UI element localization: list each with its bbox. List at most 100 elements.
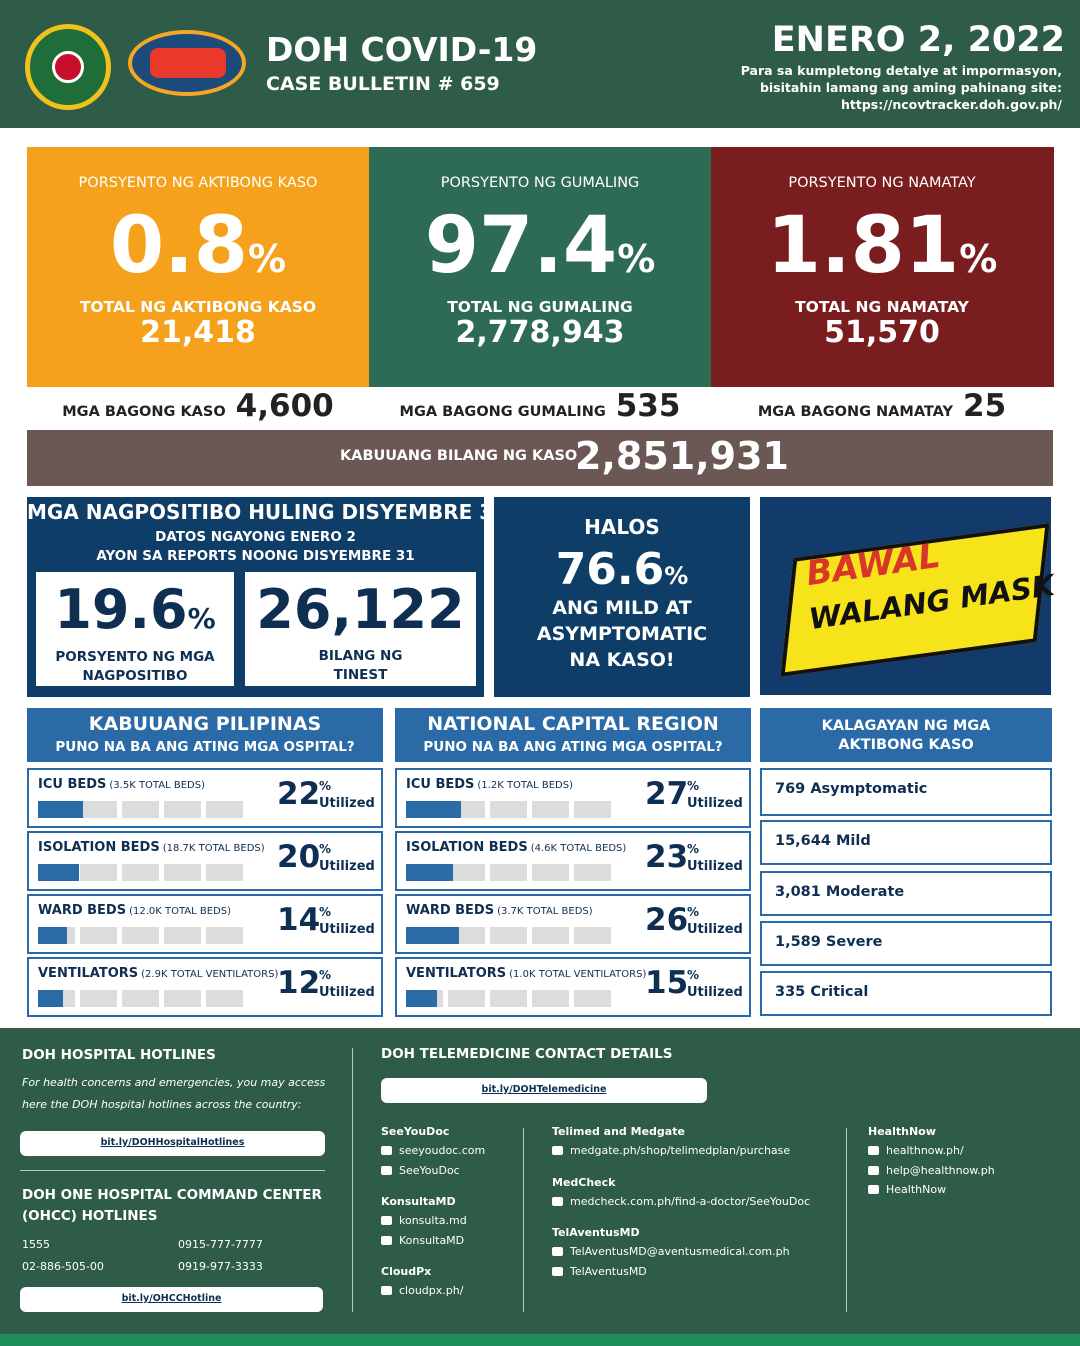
mild-text: NA KASO!: [569, 649, 675, 671]
utilization-bar: [406, 801, 462, 818]
card-total: 51,570: [824, 315, 940, 350]
new-value: 4,600: [235, 388, 334, 424]
card: [711, 147, 1054, 387]
row-status: Utilized: [319, 796, 375, 811]
bar-segment: [532, 927, 569, 944]
bar-segment: [574, 864, 611, 881]
new-value: 535: [615, 388, 681, 424]
row-label: ISOLATION BEDS (4.6K TOTAL BEDS): [406, 836, 626, 855]
active-item-box: [760, 768, 1052, 816]
total-label: KABUUANG BILANG NG KASO: [340, 448, 578, 464]
row-name: ICU BEDS: [38, 777, 107, 792]
row-detail: (4.6K TOTAL BEDS): [530, 843, 627, 854]
contact: TelAventusMD: [570, 1264, 647, 1278]
provider-name: HealthNow: [868, 1125, 936, 1138]
provider-name: KonsultaMD: [381, 1195, 456, 1208]
row-name: VENTILATORS: [406, 966, 507, 981]
utilization-bar: [406, 990, 437, 1007]
row-value: 15: [645, 965, 689, 1001]
new-label: MGA BAGONG GUMALING: [399, 404, 606, 420]
active-item-box: [760, 921, 1052, 966]
card-total-label: TOTAL NG GUMALING: [447, 298, 633, 316]
percent-unit: %: [959, 237, 998, 281]
percent-value: 97.4: [424, 201, 618, 291]
bar-segment: [206, 801, 243, 818]
bar-segment: [80, 927, 117, 944]
bar-segment: [206, 990, 243, 1007]
hospital-row: [27, 831, 383, 891]
row-unit: %: [687, 842, 700, 856]
hospital-title: KABUUANG PILIPINAS: [88, 713, 322, 735]
row-status: Utilized: [687, 985, 743, 1000]
contact-icon: [381, 1286, 392, 1295]
percent-unit: %: [248, 237, 287, 281]
card-label: PORSYENTO NG GUMALING: [440, 175, 640, 191]
positivity-subtitle: AYON SA REPORTS NOONG DISYEMBRE 31: [96, 548, 415, 564]
new-value: 25: [963, 388, 1007, 424]
row-name: ICU BEDS: [406, 777, 475, 792]
telemedicine-link-pill: [381, 1078, 707, 1103]
contact-icon: [381, 1216, 392, 1225]
row-unit: %: [687, 968, 700, 982]
bar-segment: [532, 864, 569, 881]
hotlines-title: DOH HOSPITAL HOTLINES: [22, 1047, 216, 1063]
row-detail: (1.2K TOTAL BEDS): [477, 780, 573, 791]
subtitle: CASE BULLETIN # 659: [266, 73, 500, 95]
row-status: Utilized: [687, 922, 743, 937]
bar-segment: [164, 990, 201, 1007]
rate-value: 19.6: [54, 578, 188, 641]
ohcc-number: 0919-977-3333: [178, 1260, 263, 1273]
rate-unit: %: [187, 602, 216, 635]
contact: HealthNow: [886, 1183, 947, 1196]
hotlines-text: here the DOH hospital hotlines across th…: [22, 1098, 302, 1111]
provider-name: MedCheck: [552, 1175, 616, 1189]
row-unit: %: [687, 779, 700, 793]
contact-icon: [552, 1196, 563, 1206]
hospital-subtitle: PUNO NA BA ANG ATING MGA OSPITAL?: [55, 739, 355, 755]
tested-label: TINEST: [333, 667, 388, 683]
total-value: 2,851,931: [575, 434, 789, 478]
bar-segment: [80, 864, 117, 881]
contact-icon: [381, 1146, 392, 1155]
row-value: 27: [645, 776, 689, 812]
card-total: 2,778,943: [455, 315, 625, 350]
contact: healthnow.ph/: [886, 1144, 964, 1157]
positivity-title: MGA NAGPOSITIBO HULING DISYEMBRE 31: [27, 500, 508, 524]
row-unit: %: [319, 905, 332, 919]
row-label: WARD BEDS (12.0K TOTAL BEDS): [38, 899, 231, 918]
mild-intro: HALOS: [584, 515, 660, 539]
bar-segment: [122, 990, 159, 1007]
footer-stripe: [0, 1334, 1080, 1346]
tested: 26,122: [256, 578, 465, 641]
bar-segment: [206, 927, 243, 944]
card-percent: 97.4%: [369, 196, 711, 317]
row-detail: (2.9K TOTAL VENTILATORS): [141, 969, 279, 980]
row-unit: %: [319, 779, 332, 793]
contact: cloudpx.ph/: [399, 1284, 464, 1297]
mild-percent: 76.6%: [494, 542, 750, 607]
mild-text: ASYMPTOMATIC: [536, 623, 708, 645]
row-status: Utilized: [687, 796, 743, 811]
card-total: 21,418: [140, 315, 256, 350]
bar-segment: [574, 990, 611, 1007]
hotlines-text: For health concerns and emergencies, you…: [22, 1076, 326, 1089]
row-value: 26: [645, 902, 689, 938]
ohcc-link: bit.ly/OHCCHotline: [121, 1293, 222, 1304]
active-item-box: [760, 820, 1052, 865]
percent-unit: %: [617, 237, 656, 281]
hospital-row: [395, 957, 751, 1017]
bar-segment: [574, 801, 611, 818]
telemedicine-link: bit.ly/DOHTelemedicine: [481, 1084, 607, 1095]
contact-icon: [868, 1185, 879, 1194]
card-label: PORSYENTO NG AKTIBONG KASO: [78, 175, 318, 191]
bar-segment: [490, 864, 527, 881]
card: [369, 147, 711, 387]
provider-name: CloudPx: [381, 1265, 432, 1278]
note: Para sa kumpletong detalye at impormasyo…: [740, 63, 1062, 78]
active-item: 15,644 Mild: [775, 833, 871, 849]
date: ENERO 2, 2022: [771, 20, 1065, 60]
bida-logo-inner: [150, 48, 226, 78]
bar-segment: [164, 801, 201, 818]
card-percent: 0.8%: [27, 196, 369, 317]
bar-segment: [122, 927, 159, 944]
